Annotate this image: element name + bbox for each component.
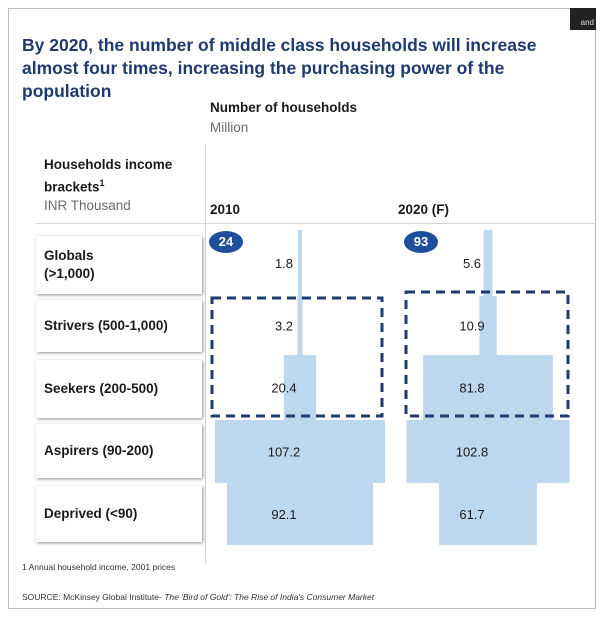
data-label-2010-seekers: 20.4 — [271, 381, 296, 396]
bar-2010-strivers — [297, 296, 303, 355]
category-header-line2: brackets — [44, 179, 100, 195]
data-label-2010-aspirers: 107.2 — [268, 445, 301, 460]
bar-2010-aspirers — [215, 420, 385, 483]
bar-2020-globals — [483, 230, 493, 296]
footnote: 1 Annual household income, 2001 prices — [22, 562, 176, 572]
category-header-sup: 1 — [99, 178, 105, 188]
category-unit: INR Thousand — [44, 198, 131, 213]
bar-2020-deprived — [439, 483, 537, 545]
data-label-2010-strivers: 3.2 — [275, 319, 293, 334]
highlight-box-2020 — [404, 290, 570, 418]
slide-frame — [8, 8, 596, 609]
value-axis-label: Number of households — [210, 100, 358, 115]
total-badge-2010: 24 — [209, 231, 243, 253]
chart-title: By 2020, the number of middle class hous… — [22, 35, 537, 101]
data-label-2020-aspirers: 102.8 — [456, 445, 489, 460]
category-header-line1: Households income — [44, 157, 173, 172]
bar-2020-aspirers — [406, 420, 570, 483]
total-badge-2020: 93 — [404, 231, 438, 253]
corner-tab: and — [570, 8, 596, 30]
row-label-globals-line1: Globals — [44, 248, 94, 263]
category-header: Households income brackets1 — [44, 156, 172, 197]
header-divider-horizontal — [36, 223, 596, 224]
series-header-2010: 2010 — [210, 202, 241, 217]
bar-2020-strivers — [479, 296, 497, 355]
source-prefix: SOURCE: McKinsey Global Institute- — [22, 592, 165, 602]
row-label-globals-line2: (>1,000) — [44, 266, 95, 281]
row-label-aspirers: Aspirers (90-200) — [36, 424, 202, 478]
highlight-box-2010 — [210, 296, 384, 418]
bar-2010-globals — [298, 230, 302, 296]
data-label-2010-deprived: 92.1 — [271, 507, 296, 522]
source-note: SOURCE: McKinsey Global Institute- The '… — [22, 592, 374, 602]
source-title: The 'Bird of Gold': The Rise of India's … — [164, 592, 375, 602]
row-label-deprived: Deprived (<90) — [36, 486, 202, 542]
bar-2010-deprived — [227, 483, 374, 545]
row-label-globals: Globals (>1,000) — [36, 236, 202, 294]
row-label-seekers: Seekers (200-500) — [36, 360, 202, 418]
data-label-2010-globals: 1.8 — [275, 256, 293, 271]
data-label-2020-globals: 5.6 — [463, 256, 481, 271]
bar-2010-seekers — [283, 355, 317, 420]
row-label-strivers: Strivers (500-1,000) — [36, 300, 202, 352]
bar-2020-seekers — [423, 355, 553, 420]
data-label-2020-seekers: 81.8 — [459, 381, 484, 396]
data-label-2020-deprived: 61.7 — [459, 507, 484, 522]
header-divider-vertical — [205, 146, 206, 564]
series-header-2020: 2020 (F) — [398, 202, 450, 217]
value-axis-unit: Million — [210, 120, 249, 135]
data-label-2020-strivers: 10.9 — [459, 319, 484, 334]
